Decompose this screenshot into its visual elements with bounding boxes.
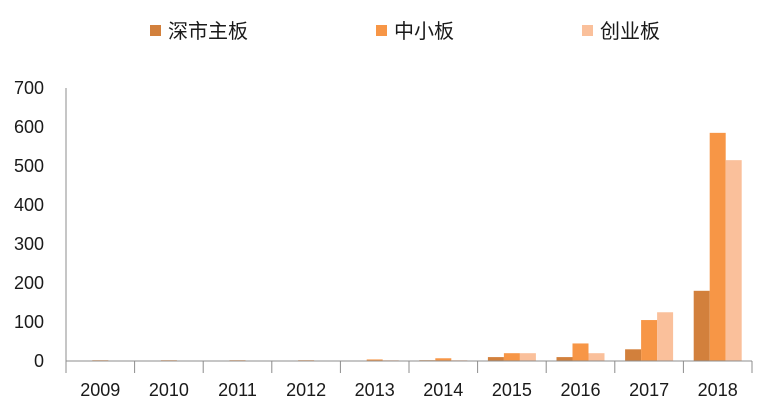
bar — [503, 353, 520, 361]
legend-label: 深市主板 — [168, 19, 248, 43]
legend-label: 创业板 — [600, 19, 660, 43]
y-tick-label: 700 — [14, 78, 44, 98]
bar — [366, 359, 383, 361]
y-tick-label: 400 — [14, 195, 44, 215]
legend-swatch — [376, 25, 387, 36]
x-tick-label: 2013 — [355, 380, 395, 400]
y-tick-label: 600 — [14, 117, 44, 137]
y-tick-label: 300 — [14, 234, 44, 254]
bar — [709, 132, 726, 361]
x-tick-label: 2017 — [629, 380, 669, 400]
y-tick-label: 100 — [14, 312, 44, 332]
x-tick-label: 2016 — [560, 380, 600, 400]
chart-legend: 深市主板 中小板 创业板 — [150, 19, 660, 43]
bar — [572, 343, 589, 361]
x-tick-label: 2011 — [218, 380, 257, 400]
x-tick-label: 2012 — [286, 380, 326, 400]
x-tick-label: 2018 — [698, 380, 738, 400]
bar — [641, 320, 658, 361]
x-tick-label: 2010 — [149, 380, 189, 400]
bar — [693, 290, 710, 361]
bar — [588, 353, 605, 361]
x-tick-label: 2015 — [492, 380, 532, 400]
x-axis: 2009 2010 2011 2012 2013 2014 2015 2016 2017 2018 — [65, 360, 753, 400]
x-tick-label: 2014 — [423, 380, 463, 400]
legend-label: 中小板 — [394, 19, 454, 43]
legend-swatch — [150, 25, 161, 36]
y-tick-label: 0 — [34, 351, 44, 371]
bar — [625, 349, 642, 361]
bar — [519, 353, 536, 361]
bar — [556, 357, 573, 361]
x-tick-label: 2009 — [80, 380, 120, 400]
bar — [657, 312, 674, 361]
bar-series-group — [76, 132, 742, 361]
legend-swatch — [582, 25, 593, 36]
y-tick-label: 500 — [14, 156, 44, 176]
bar — [725, 160, 742, 361]
bar — [487, 357, 504, 361]
y-axis: 0 100 200 300 400 500 600 700 — [14, 78, 67, 371]
bar — [435, 358, 452, 361]
y-tick-label: 200 — [14, 273, 44, 293]
